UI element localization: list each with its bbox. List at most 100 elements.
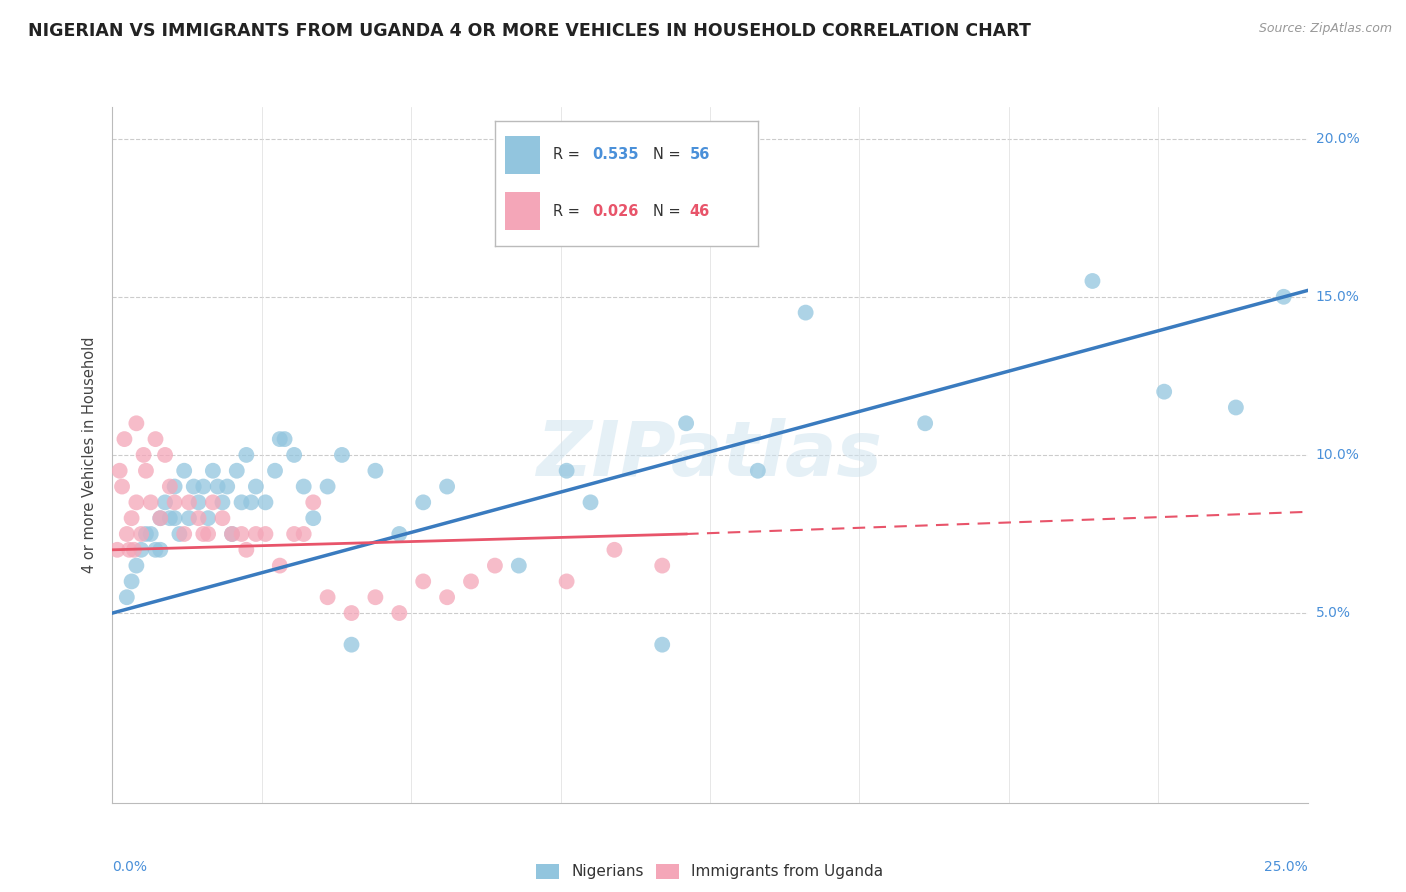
Point	[240, 495, 263, 509]
Point	[173, 527, 195, 541]
Text: 5.0%: 5.0%	[1316, 606, 1351, 620]
Point	[245, 479, 267, 493]
Text: NIGERIAN VS IMMIGRANTS FROM UGANDA 4 OR MORE VEHICLES IN HOUSEHOLD CORRELATION C: NIGERIAN VS IMMIGRANTS FROM UGANDA 4 OR …	[28, 22, 1031, 40]
Point	[111, 479, 134, 493]
Point	[105, 542, 128, 557]
Point	[211, 495, 233, 509]
Point	[675, 417, 697, 431]
Point	[135, 464, 157, 478]
Point	[163, 479, 186, 493]
Point	[231, 495, 253, 509]
Point	[235, 542, 257, 557]
Point	[316, 591, 339, 605]
Point	[388, 527, 411, 541]
Point	[555, 574, 578, 589]
Point	[125, 417, 148, 431]
Point	[484, 558, 506, 573]
Point	[183, 479, 205, 493]
Point	[508, 558, 530, 573]
Point	[149, 542, 172, 557]
Point	[139, 495, 162, 509]
Point	[231, 527, 253, 541]
Point	[245, 527, 267, 541]
Point	[221, 527, 243, 541]
Point	[330, 448, 353, 462]
Point	[129, 542, 152, 557]
Text: 20.0%: 20.0%	[1316, 132, 1360, 145]
Point	[153, 495, 176, 509]
Point	[115, 591, 138, 605]
Text: 0.0%: 0.0%	[112, 860, 148, 874]
Point	[651, 638, 673, 652]
Point	[254, 527, 277, 541]
Point	[747, 464, 769, 478]
Point	[145, 432, 167, 446]
Point	[153, 448, 176, 462]
Point	[177, 495, 200, 509]
Point	[603, 542, 626, 557]
Point	[211, 511, 233, 525]
Point	[149, 511, 172, 525]
Point	[121, 574, 143, 589]
Point	[177, 511, 200, 525]
Point	[125, 558, 148, 573]
Point	[193, 479, 215, 493]
Point	[125, 495, 148, 509]
Point	[235, 448, 257, 462]
Point	[145, 542, 167, 557]
Point	[651, 558, 673, 573]
Point	[197, 511, 219, 525]
Point	[201, 495, 224, 509]
Legend: Nigerians, Immigrants from Uganda: Nigerians, Immigrants from Uganda	[530, 857, 890, 886]
Point	[269, 432, 291, 446]
Text: ZIPatlas: ZIPatlas	[537, 418, 883, 491]
Point	[197, 527, 219, 541]
Point	[340, 606, 363, 620]
Point	[269, 558, 291, 573]
Point	[115, 527, 138, 541]
Point	[292, 527, 315, 541]
Point	[173, 464, 195, 478]
Point	[273, 432, 295, 446]
Point	[302, 495, 325, 509]
Y-axis label: 4 or more Vehicles in Household: 4 or more Vehicles in Household	[82, 336, 97, 574]
Point	[1153, 384, 1175, 399]
Point	[135, 527, 157, 541]
Point	[292, 479, 315, 493]
Text: 10.0%: 10.0%	[1316, 448, 1360, 462]
Point	[460, 574, 482, 589]
Point	[108, 464, 131, 478]
Point	[217, 479, 239, 493]
Point	[118, 542, 141, 557]
Point	[122, 542, 145, 557]
Point	[283, 527, 305, 541]
Point	[436, 479, 458, 493]
Point	[169, 527, 191, 541]
Point	[364, 591, 387, 605]
Point	[316, 479, 339, 493]
Point	[159, 479, 181, 493]
Point	[340, 638, 363, 652]
Point	[163, 511, 186, 525]
Point	[193, 527, 215, 541]
Point	[132, 448, 155, 462]
Point	[207, 479, 229, 493]
Point	[1225, 401, 1247, 415]
Point	[302, 511, 325, 525]
Point	[225, 464, 247, 478]
Point	[129, 527, 152, 541]
Point	[139, 527, 162, 541]
Point	[221, 527, 243, 541]
Point	[388, 606, 411, 620]
Text: 15.0%: 15.0%	[1316, 290, 1360, 304]
Point	[1272, 290, 1295, 304]
Point	[114, 432, 135, 446]
Text: Source: ZipAtlas.com: Source: ZipAtlas.com	[1258, 22, 1392, 36]
Point	[201, 464, 224, 478]
Point	[364, 464, 387, 478]
Point	[149, 511, 172, 525]
Point	[187, 495, 209, 509]
Point	[579, 495, 602, 509]
Point	[159, 511, 181, 525]
Point	[187, 511, 209, 525]
